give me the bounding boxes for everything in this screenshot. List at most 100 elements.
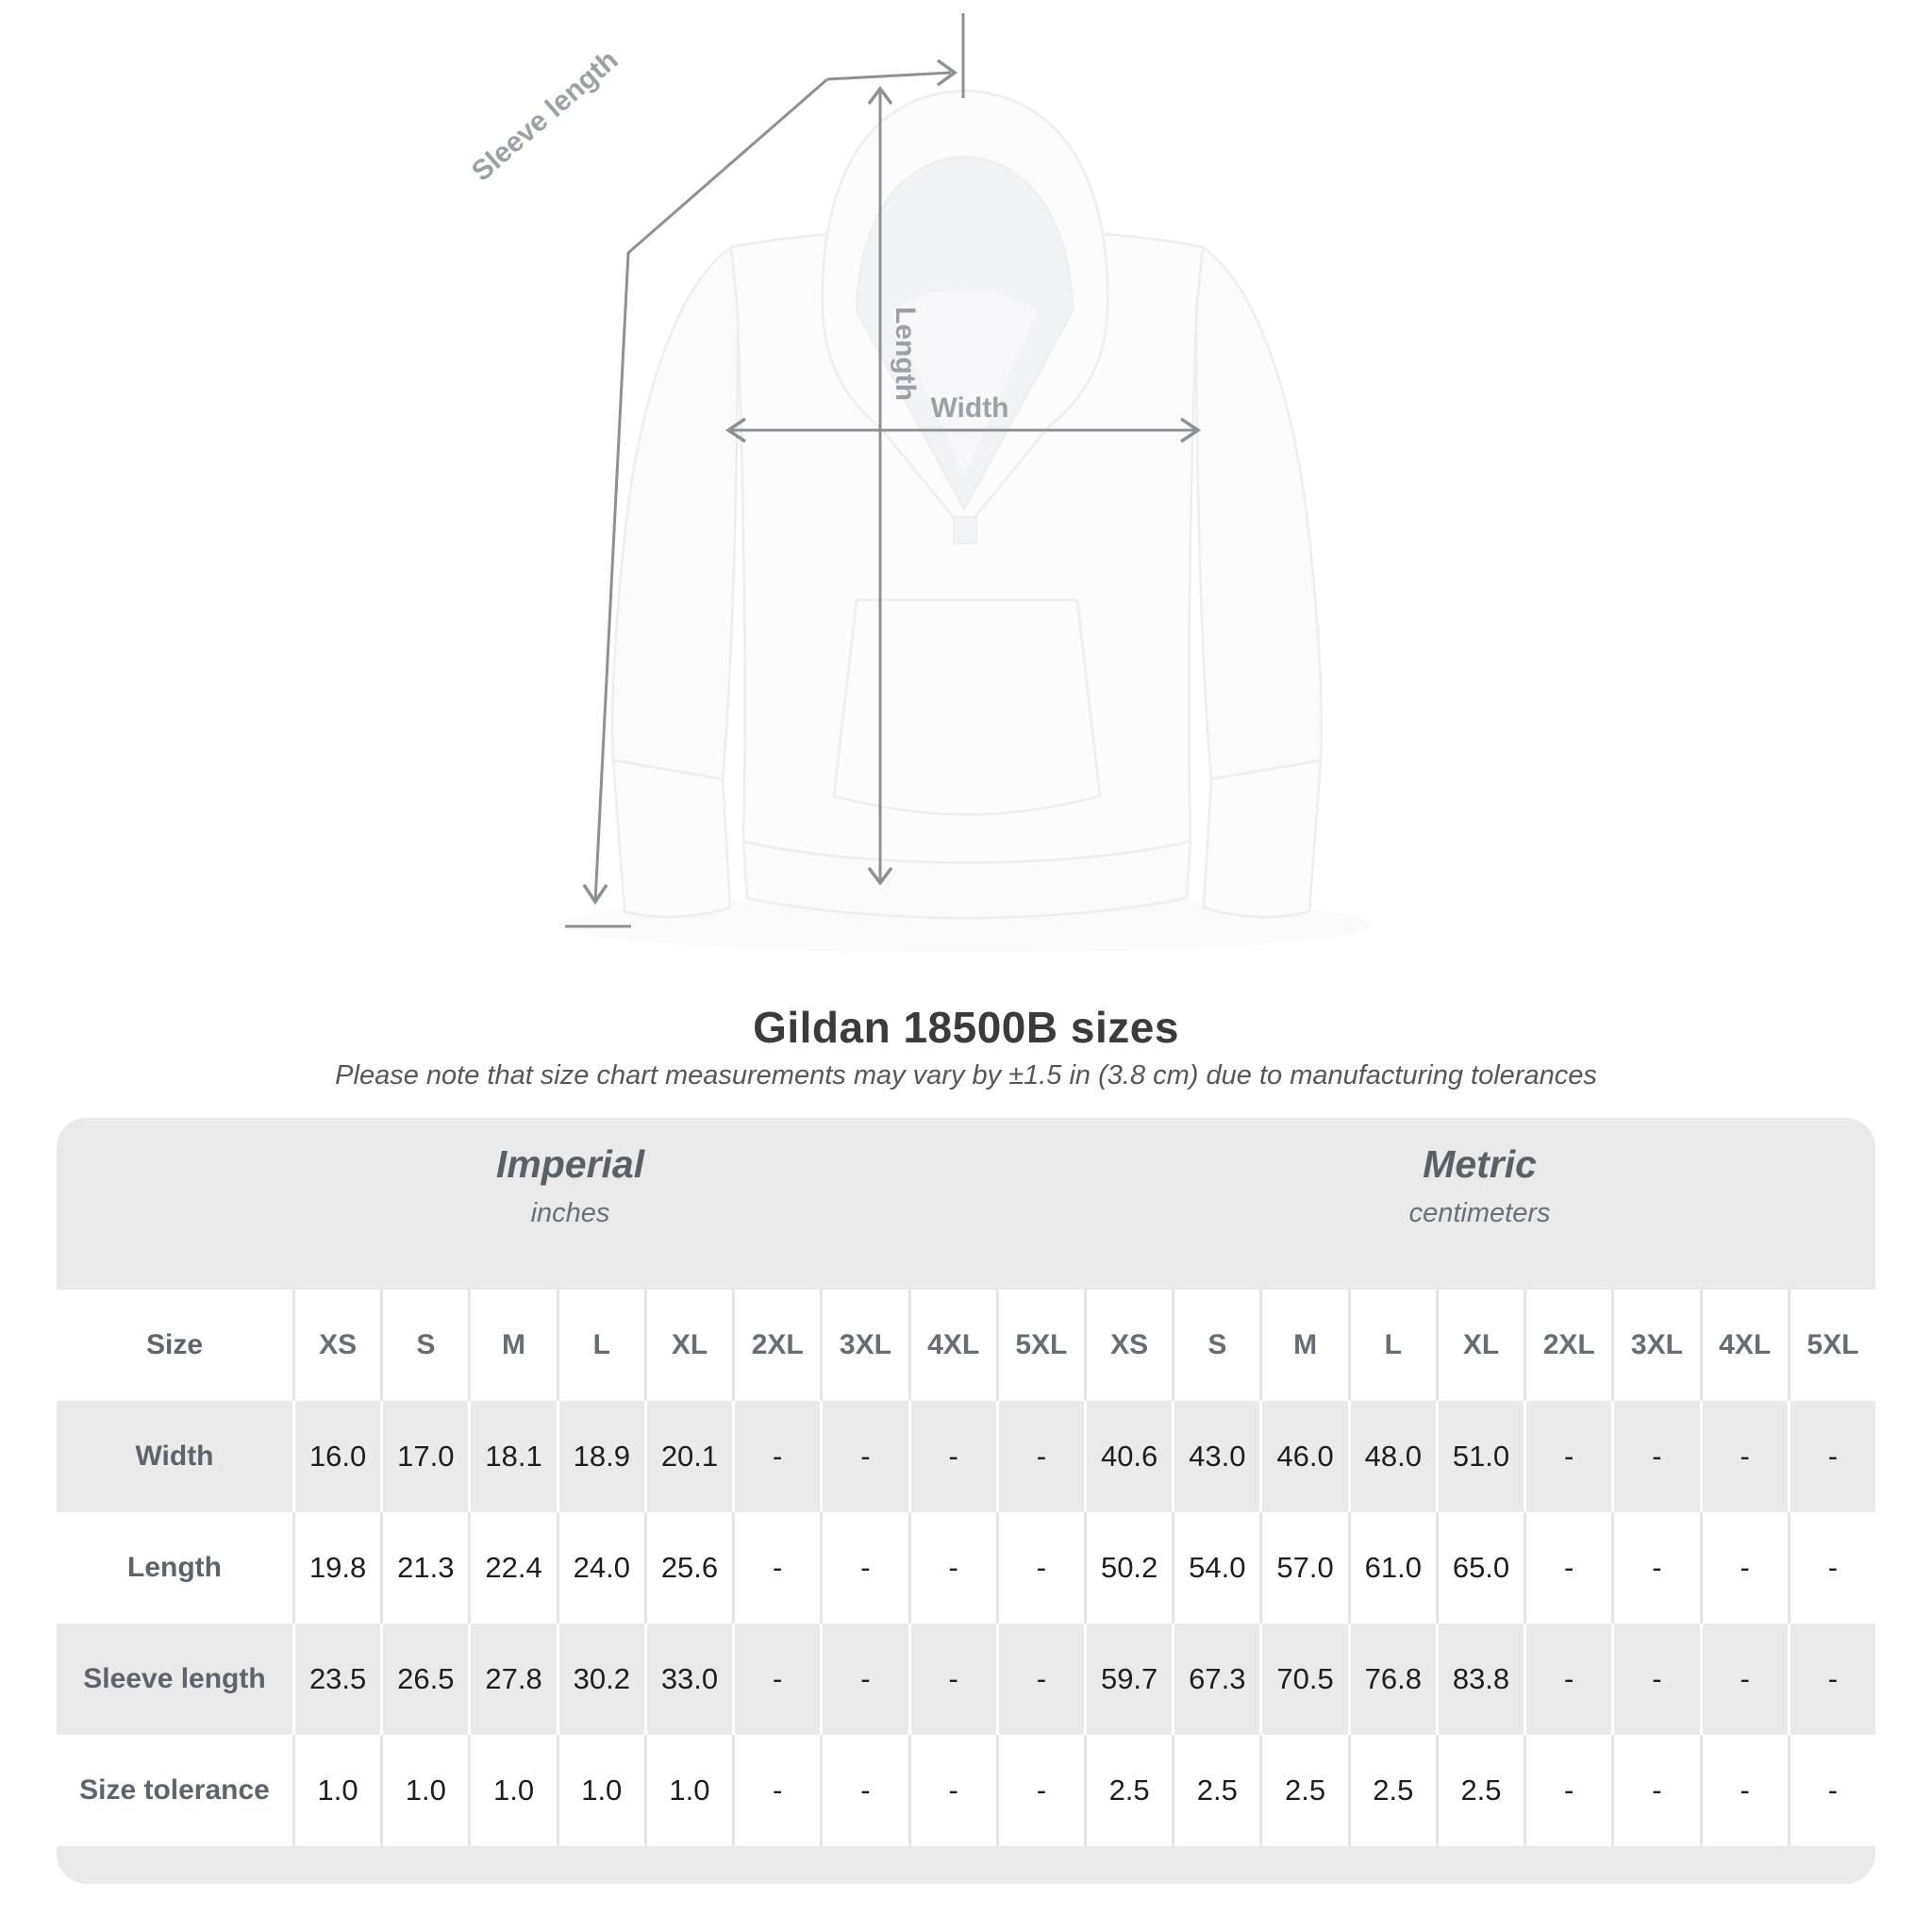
size-value: - — [1827, 1440, 1839, 1473]
unit-group-label: Imperial — [495, 1142, 645, 1186]
table-row: Size tolerance 1.0 1.0 1.0 1.0 1.0 - - - - 2.5 2.5 2… — [57, 1735, 1875, 1846]
size-value-cell: 26.5 — [380, 1624, 469, 1735]
size-value: 1.0 — [492, 1774, 535, 1807]
size-value: 70.5 — [1276, 1662, 1334, 1695]
size-value-cell: - — [1524, 1401, 1612, 1512]
size-column-header-label: 3XL — [839, 1329, 891, 1360]
size-value: - — [860, 1440, 871, 1473]
size-value-cell: 30.2 — [556, 1624, 644, 1735]
size-value-cell: - — [1611, 1512, 1700, 1624]
size-column-header: L — [1347, 1290, 1436, 1401]
size-value: - — [1036, 1662, 1047, 1695]
size-value-cell: 61.0 — [1347, 1512, 1436, 1624]
page-subtitle: Please note that size chart measurements… — [335, 1060, 1597, 1091]
size-value: 1.0 — [581, 1774, 623, 1807]
size-value: 61.0 — [1364, 1551, 1422, 1584]
size-value-cell: - — [1699, 1401, 1788, 1512]
unit-group-label: Metric — [1423, 1142, 1537, 1186]
row-label: Width — [135, 1441, 214, 1472]
size-column-header-label: M — [1293, 1329, 1318, 1360]
size-value-cell: - — [1699, 1735, 1788, 1846]
size-column-header-label: XL — [671, 1329, 708, 1360]
size-value-cell: 21.3 — [380, 1512, 469, 1624]
size-value-cell: 67.3 — [1172, 1624, 1260, 1735]
row-label-cell: Length — [57, 1512, 292, 1624]
size-value-cell: 48.0 — [1347, 1401, 1436, 1512]
size-value: 67.3 — [1189, 1662, 1246, 1695]
size-value-cell: 23.5 — [292, 1624, 381, 1735]
size-header-cell: Size — [57, 1290, 292, 1401]
size-value: - — [860, 1774, 871, 1807]
size-value-cell: 19.8 — [292, 1512, 381, 1624]
size-column-header: 4XL — [908, 1290, 996, 1401]
size-value-cell: - — [820, 1401, 908, 1512]
size-column-header-label: 4XL — [927, 1329, 980, 1360]
unit-group-row: Imperial inches Metric centimeters — [57, 1118, 1875, 1290]
size-value: - — [1564, 1662, 1574, 1695]
size-value-cell: - — [908, 1735, 996, 1846]
size-value-cell: 51.0 — [1435, 1401, 1524, 1512]
size-value-cell: 57.0 — [1259, 1512, 1348, 1624]
size-column-header: 2XL — [732, 1290, 821, 1401]
size-column-header: M — [468, 1290, 557, 1401]
size-value-cell: - — [995, 1401, 1085, 1512]
size-column-header-label: 2XL — [751, 1329, 804, 1360]
size-value: 83.8 — [1452, 1662, 1510, 1695]
size-column-header-label: S — [416, 1329, 436, 1360]
size-value: 76.8 — [1364, 1662, 1422, 1695]
size-value-cell: 20.1 — [643, 1401, 733, 1512]
size-value: - — [773, 1440, 783, 1473]
width-arrow — [724, 417, 1202, 443]
size-value: 43.0 — [1189, 1440, 1246, 1473]
size-value-cell: - — [732, 1624, 821, 1735]
size-value-cell: - — [732, 1735, 821, 1846]
size-value-cell: 1.0 — [380, 1735, 469, 1846]
size-value-cell: 17.0 — [380, 1401, 469, 1512]
size-value: - — [1036, 1551, 1047, 1584]
size-value-cell: - — [908, 1401, 996, 1512]
size-value: - — [1827, 1551, 1839, 1584]
size-value: 26.5 — [397, 1662, 455, 1695]
size-value-cell: - — [1611, 1735, 1700, 1846]
size-column-header: M — [1259, 1290, 1348, 1401]
size-value: 1.0 — [669, 1774, 710, 1807]
size-value: 50.2 — [1100, 1551, 1158, 1584]
size-value-cell: - — [995, 1624, 1085, 1735]
size-value: 23.5 — [308, 1662, 367, 1695]
unit-group-unit: inches — [530, 1198, 610, 1229]
size-value: 27.8 — [485, 1662, 542, 1695]
size-value-cell: 43.0 — [1172, 1401, 1260, 1512]
row-label: Size tolerance — [79, 1774, 270, 1806]
size-value: - — [1827, 1662, 1839, 1695]
size-value: 33.0 — [660, 1662, 719, 1695]
size-value: 65.0 — [1452, 1551, 1510, 1584]
page-title: Gildan 18500B sizes — [753, 1003, 1179, 1052]
measurement-arrows — [565, 13, 1202, 928]
size-value-cell: - — [1524, 1735, 1612, 1846]
unit-group-cell: Metric centimeters — [1084, 1118, 1875, 1290]
neck-tag — [953, 516, 977, 544]
size-value: 2.5 — [1373, 1774, 1414, 1807]
size-value: - — [1036, 1440, 1047, 1473]
size-value: 46.0 — [1276, 1440, 1334, 1473]
size-column-header-label: 5XL — [1807, 1329, 1859, 1360]
size-value: 1.0 — [317, 1774, 358, 1807]
size-value: - — [948, 1551, 958, 1584]
size-value-cell: 25.6 — [643, 1512, 733, 1624]
size-value: - — [1564, 1774, 1574, 1807]
table-row: Width 16.0 17.0 18.1 18.9 20.1 - - - - 40.6 43.0 46.… — [57, 1401, 1875, 1512]
size-value: 17.0 — [397, 1440, 455, 1473]
size-value: 2.5 — [1196, 1774, 1238, 1807]
size-column-header: XL — [643, 1290, 733, 1401]
size-value-cell: - — [1787, 1401, 1875, 1512]
size-column-header-label: S — [1208, 1329, 1227, 1360]
size-value-cell: 18.1 — [468, 1401, 557, 1512]
size-column-header: 3XL — [1611, 1290, 1700, 1401]
unit-group-unit: centimeters — [1408, 1198, 1551, 1229]
size-value-cell: - — [1611, 1401, 1700, 1512]
size-value-cell: 1.0 — [292, 1735, 381, 1846]
size-value: - — [1740, 1440, 1750, 1473]
size-column-header-label: 4XL — [1719, 1329, 1772, 1360]
size-value-cell: - — [908, 1512, 996, 1624]
size-value-cell: - — [1699, 1624, 1788, 1735]
